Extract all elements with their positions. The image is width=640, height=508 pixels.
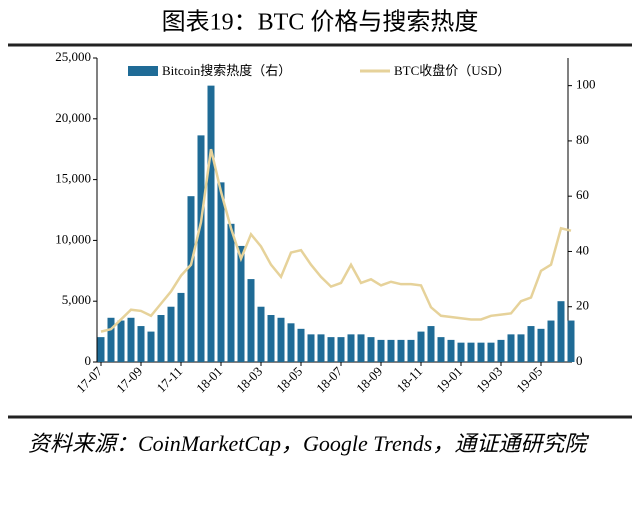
bar: [337, 337, 345, 362]
bar: [447, 339, 455, 362]
x-tick-label: 18-11: [394, 364, 426, 396]
bar: [177, 292, 185, 362]
y-tick-label: 15,000: [55, 171, 91, 186]
bar: [497, 339, 505, 362]
bar: [107, 317, 115, 362]
bar: [307, 334, 315, 362]
bar: [197, 135, 205, 362]
bar: [427, 326, 435, 362]
bar: [347, 334, 355, 362]
x-tick-label: 19-05: [513, 364, 545, 396]
x-tick-label: 18-01: [193, 364, 225, 396]
bar: [527, 326, 535, 362]
bar: [487, 342, 495, 362]
bar: [327, 337, 335, 362]
bar: [137, 326, 145, 362]
bar: [367, 337, 375, 362]
x-tick-label: 19-03: [473, 364, 505, 396]
x-tick-label: 17-09: [113, 364, 145, 396]
x-tick-label: 19-01: [433, 364, 465, 396]
bar: [147, 331, 155, 362]
legend-label: Bitcoin搜索热度（右）: [162, 63, 291, 78]
bar: [127, 317, 135, 362]
bar: [567, 320, 575, 362]
x-tick-label: 18-03: [233, 364, 265, 396]
bar: [267, 315, 275, 362]
bar: [217, 182, 225, 362]
x-tick-label: 18-09: [353, 364, 385, 396]
bar: [377, 339, 385, 362]
bar: [397, 339, 405, 362]
bar: [517, 334, 525, 362]
bar: [317, 334, 325, 362]
y2-tick-label: 20: [576, 298, 589, 313]
bar: [207, 85, 215, 363]
bar: [507, 334, 515, 362]
x-tick-label: 17-07: [73, 363, 105, 395]
bar: [387, 339, 395, 362]
bar: [417, 331, 425, 362]
legend-label: BTC收盘价（USD）: [394, 63, 510, 78]
bar: [277, 317, 285, 362]
x-tick-label: 18-05: [273, 364, 305, 396]
y2-tick-label: 40: [576, 242, 589, 257]
bar: [357, 334, 365, 362]
y-tick-label: 25,000: [55, 49, 91, 64]
bar: [157, 315, 165, 362]
y-tick-label: 10,000: [55, 231, 91, 246]
y-tick-label: 20,000: [55, 110, 91, 125]
bar: [467, 342, 475, 362]
y2-tick-label: 60: [576, 187, 589, 202]
bar: [477, 342, 485, 362]
bar: [457, 342, 465, 362]
bar: [237, 245, 245, 362]
x-tick-label: 17-11: [154, 364, 186, 396]
source-note: 资料来源：CoinMarketCap，Google Trends，通证通研究院: [28, 431, 587, 456]
y2-tick-label: 0: [576, 353, 583, 368]
y2-tick-label: 80: [576, 132, 589, 147]
bar: [407, 339, 415, 362]
bar: [117, 320, 125, 362]
bar: [167, 306, 175, 362]
bar: [227, 223, 235, 362]
chart-title: 图表19：BTC 价格与搜索热度: [162, 9, 479, 36]
bar: [437, 337, 445, 362]
bar: [547, 320, 555, 362]
x-tick-label: 18-07: [313, 363, 345, 395]
bar: [97, 337, 105, 362]
y-tick-label: 0: [85, 353, 92, 368]
bar: [247, 279, 255, 362]
bar: [297, 328, 305, 362]
bar: [257, 306, 265, 362]
y-tick-label: 5,000: [62, 292, 91, 307]
chart: 图表19：BTC 价格与搜索热度 0 5,000 10,000 15,000 20,00…: [8, 9, 632, 419]
legend-swatch: [128, 66, 158, 76]
bar: [537, 328, 545, 362]
bar: [187, 196, 195, 362]
bar: [557, 301, 565, 362]
y2-tick-label: 100: [576, 77, 596, 92]
price-line: [100, 148, 572, 333]
bar: [287, 323, 295, 362]
